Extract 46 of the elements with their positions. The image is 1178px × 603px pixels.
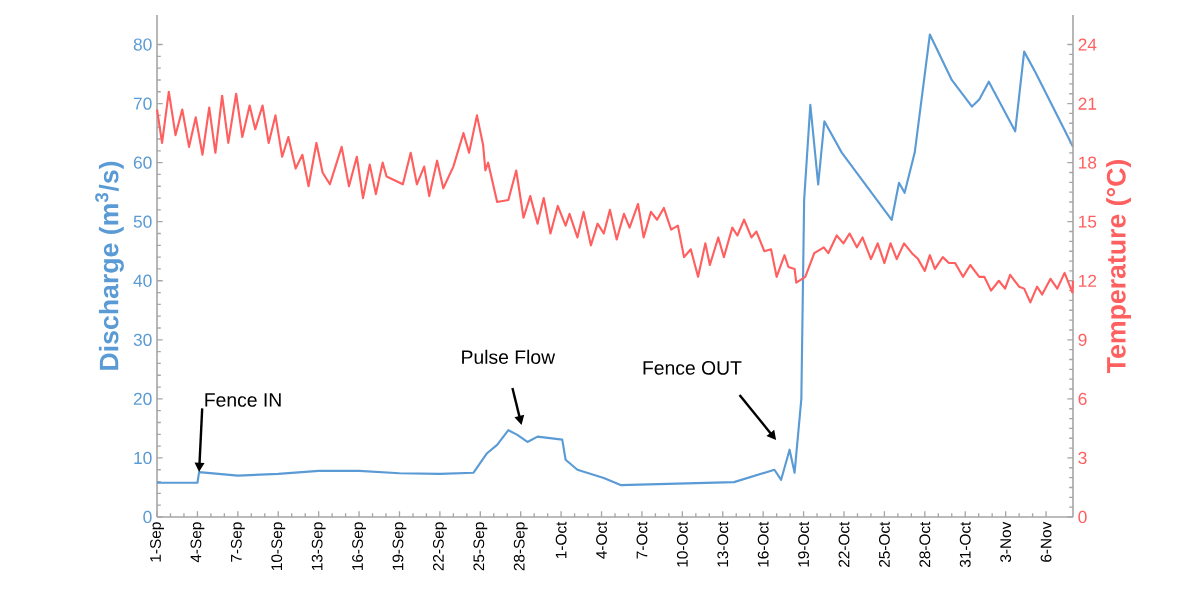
x-tick-label: 10-Sep [271,522,286,570]
y-tick-label: 10 [134,451,152,465]
x-tick-label: 1-Sep [150,522,164,562]
x-tick-label: 6-Nov [1040,521,1052,562]
y-tick-label: 40 [133,274,152,287]
x-tick-label: 19-Sep [392,522,407,570]
y-tick-label: 60 [133,156,152,169]
x-tick-label: 13-Oct [717,521,729,567]
y2-tick-label: 6 [1078,392,1087,405]
x-tick-label: 4-Oct [596,521,607,559]
y-tick-label: 70 [133,97,152,110]
x-tick-label: 28-Sep [513,522,528,571]
y2-tick-label: 24 [1078,38,1097,51]
x-tick-label: 22-Oct [838,521,850,567]
y2-tick-label: 15 [1079,215,1097,228]
y-tick-label: 80 [133,38,152,51]
x-tick-label: 31-Oct [959,521,971,568]
y-tick-label: 0 [143,510,152,524]
x-tick-label: 22-Sep [432,522,447,571]
y-tick-label: 20 [133,392,152,406]
annotation: Fence OUT [643,361,742,375]
x-tick-label: 4-Sep [190,522,205,563]
x-tick-label: 16-Sep [352,522,367,570]
y2-tick-label: 3 [1078,451,1087,465]
y-axis-title: Discharge (m$^{3}$/s) [95,161,124,370]
y-tick-label: 50 [133,215,152,228]
x-tick-label: 16-Oct [757,521,769,567]
x-tick-label: 7-Oct [636,521,648,559]
x-tick-label: 10-Oct [676,521,688,567]
y2-tick-label: 18 [1079,156,1097,169]
x-tick-label: 28-Oct [919,521,931,567]
x-tick-label: 19-Oct [798,521,810,567]
y2-axis-title: Temperature (°C) [1106,160,1131,374]
x-tick-label: 3-Nov [1000,521,1012,563]
annotation: Pulse Flow [462,349,556,364]
x-tick-label: 13-Sep [311,522,326,570]
x-tick-label: 7-Sep [230,522,245,562]
annotation: Fence IN [205,393,281,407]
y2-tick-label: 0 [1078,510,1087,524]
x-tick-label: 25-Oct [878,521,890,567]
x-tick-label: 25-Sep [473,522,488,571]
x-tick-label: 1-Oct [555,521,567,559]
y2-tick-label: 9 [1078,333,1087,346]
y-tick-label: 30 [133,333,152,346]
y2-tick-label: 12 [1079,274,1097,287]
y2-tick-label: 21 [1078,97,1097,110]
